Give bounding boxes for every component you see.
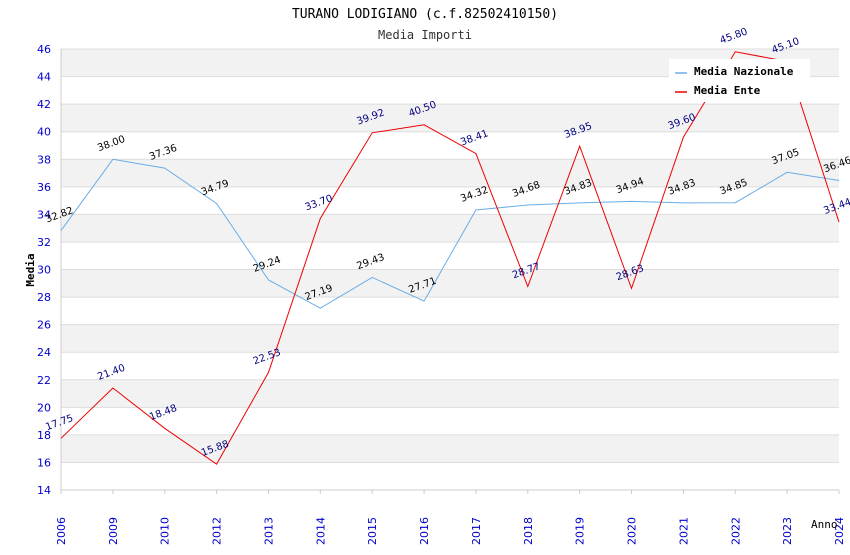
x-axis-label: Anno [811,518,838,531]
x-tick-label: 2016 [418,517,431,545]
chart-title: TURANO LODIGIANO (c.f.82502410150) [292,7,558,22]
plot-band [61,352,839,380]
plot-band [61,462,839,490]
legend-box [669,59,810,102]
y-tick-label: 34 [37,208,51,221]
plot-band [61,159,839,187]
plot-band [61,407,839,435]
x-tick-labels: 2006 2009 2010 2012 2013 2014 2015 2016 2017 2018… [55,517,846,545]
plot-bands [61,49,839,490]
chart-subtitle: Media Importi [378,28,472,42]
y-tick-label: 38 [37,153,51,166]
x-tick-label: 2015 [366,517,379,545]
plot-band [61,214,839,242]
y-tick-label: 20 [37,401,51,414]
y-tick-label: 40 [37,126,51,139]
y-tick-label: 30 [37,264,51,277]
plot-band [61,131,839,160]
x-tick-label: 2023 [781,517,794,545]
series-line-media-nazionale [60,158,840,309]
y-tick-labels: 14 16 18 20 22 24 26 28 30 32 34 36 38 40 42 44 46 [37,43,51,497]
gridlines [61,48,839,491]
x-tick-label: 2012 [211,517,224,545]
y-tick-label: 44 [37,71,51,84]
data-label: 45.80 [719,26,750,46]
x-tick-label: 2010 [159,517,172,545]
y-tick-label: 32 [37,236,51,249]
x-tick-label: 2014 [314,517,327,545]
x-tick-label: 2006 [55,517,68,545]
plot-band [61,104,839,132]
x-tick-label: 2022 [729,517,742,545]
x-tick-label: 2021 [677,517,690,545]
plot-band [61,269,839,298]
plot-band [61,297,839,325]
y-tick-label: 18 [37,429,51,442]
y-tick-label: 22 [37,374,51,387]
y-tick-label: 28 [37,291,51,304]
x-tick-label: 2013 [262,517,275,545]
x-tick-label: 2009 [107,517,120,545]
y-tick-label: 16 [37,456,51,469]
legend: Media Nazionale Media Ente [669,59,810,102]
x-tick-label: 2018 [522,517,535,545]
y-tick-label: 42 [37,98,51,111]
y-tick-label: 14 [37,484,51,497]
axes [60,49,840,494]
plot-band [61,186,839,215]
y-tick-label: 26 [37,319,51,332]
plot-band [61,324,839,353]
x-tick-label: 2017 [470,517,483,545]
legend-label-media-nazionale: Media Nazionale [694,65,794,78]
y-tick-label: 36 [37,181,51,194]
y-tick-label: 24 [37,346,51,359]
x-tick-label: 2024 [833,517,846,545]
legend-label-media-ente: Media Ente [694,84,761,97]
y-tick-label: 46 [37,43,51,56]
plot-band [61,434,839,463]
x-tick-label: 2019 [574,517,587,545]
plot-band [61,379,839,408]
y-axis-label: Media [24,253,37,286]
x-tick-label: 2020 [626,517,639,545]
